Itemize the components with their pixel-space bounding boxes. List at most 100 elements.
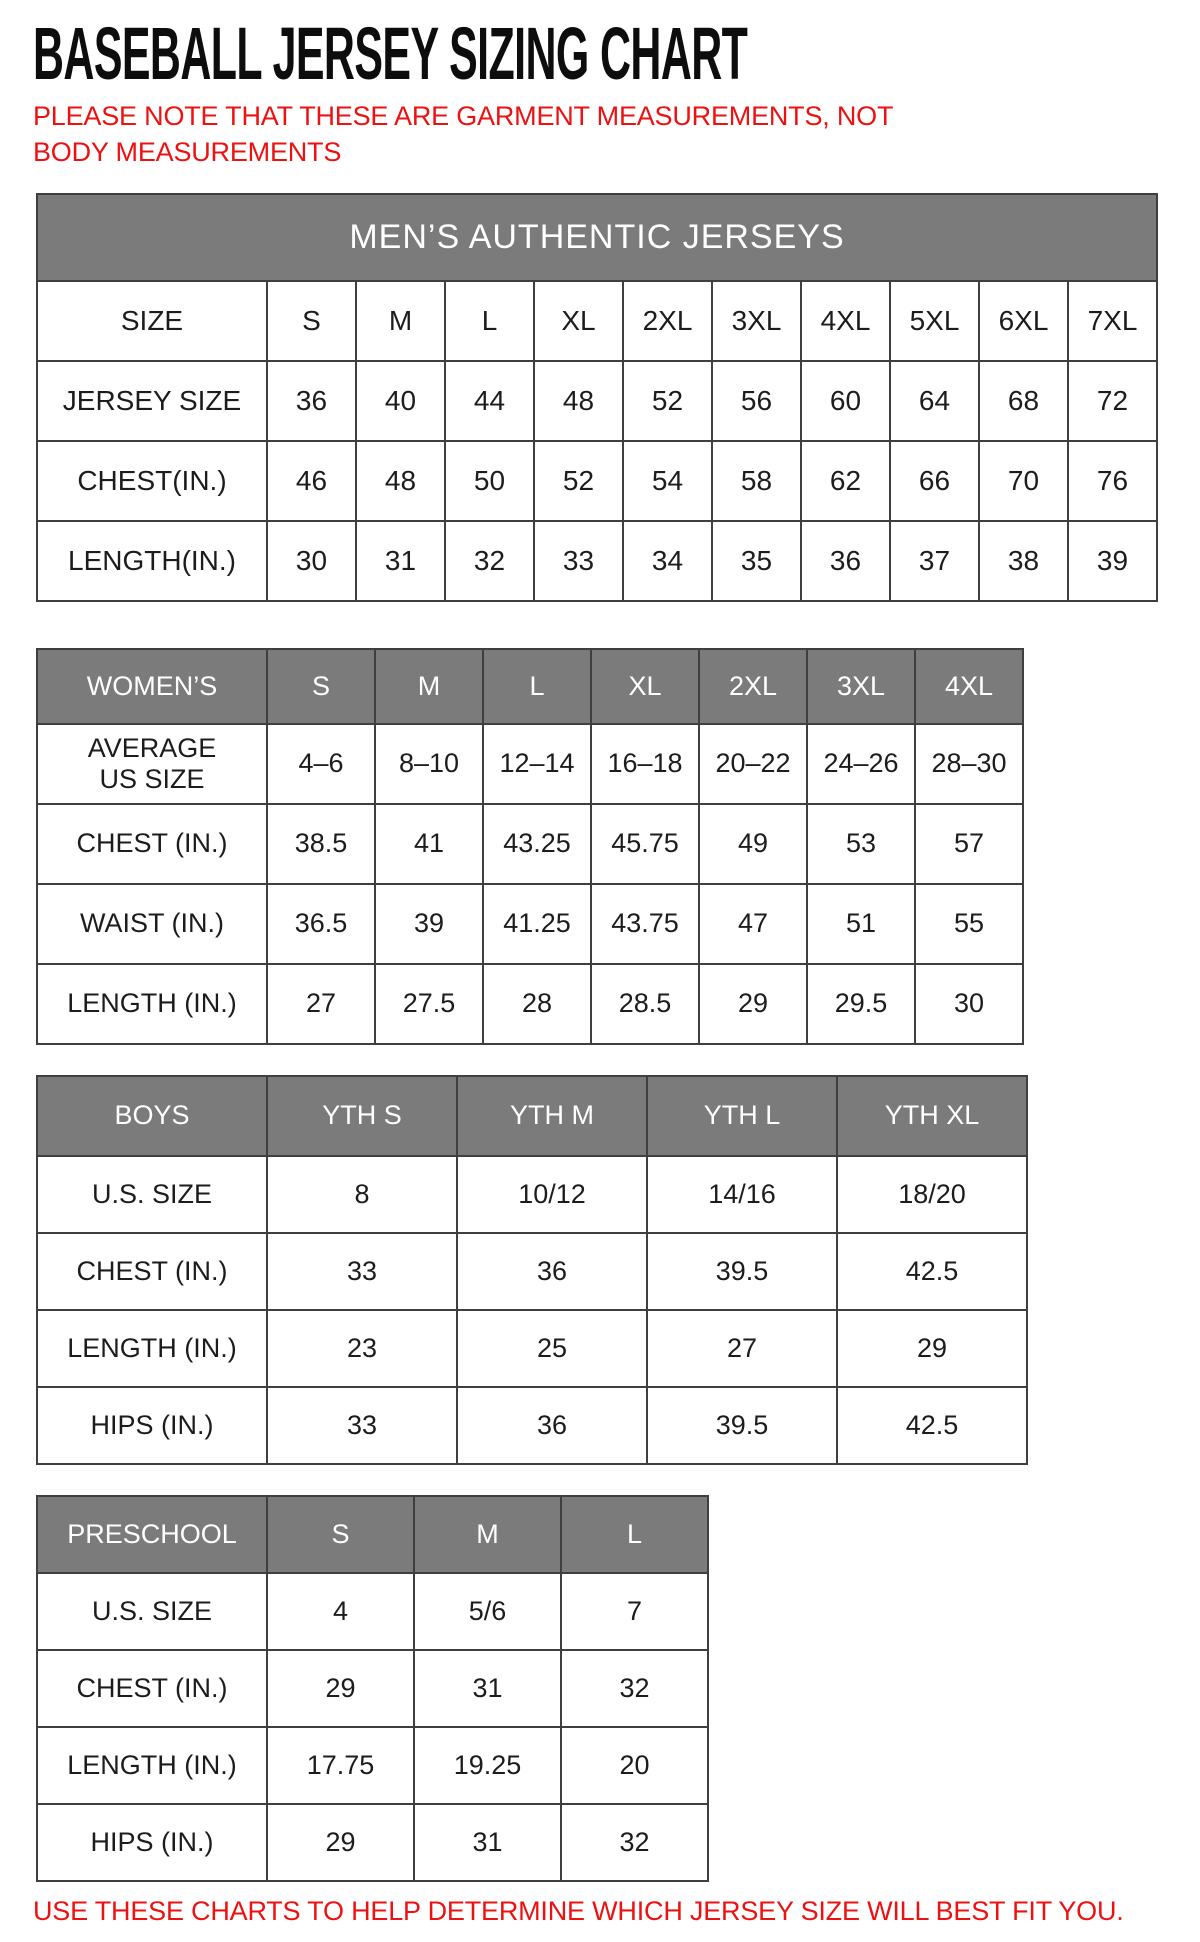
- boys-data-cell: 23: [266, 1309, 458, 1388]
- preschool-data-cell: 29: [266, 1649, 415, 1728]
- womens-data-cell: 57: [914, 803, 1024, 885]
- mens-data-cell: 70: [978, 440, 1069, 522]
- preschool-row-label: LENGTH (IN.): [36, 1726, 268, 1805]
- mens-data-cell: 38: [978, 520, 1069, 602]
- boys-column-header: YTH XL: [836, 1075, 1028, 1157]
- mens-data-cell: 37: [889, 520, 980, 602]
- womens-data-cell: 16–18: [590, 723, 700, 805]
- womens-data-cell: 28.5: [590, 963, 700, 1045]
- womens-row-label: CHEST (IN.): [36, 803, 268, 885]
- mens-column-header: 3XL: [711, 280, 802, 362]
- boys-data-cell: 36: [456, 1386, 648, 1465]
- womens-data-cell: 43.25: [482, 803, 592, 885]
- preschool-data-cell: 29: [266, 1803, 415, 1882]
- preschool-data-row: U.S. SIZE 4 5/6 7: [36, 1572, 709, 1651]
- womens-data-row: WAIST (IN.) 36.5 39 41.25 43.75 47 51 55: [36, 883, 1024, 965]
- boys-data-cell: 42.5: [836, 1386, 1028, 1465]
- mens-row-label: LENGTH(IN.): [36, 520, 268, 602]
- mens-table-title: SIZE: [36, 280, 268, 362]
- mens-data-cell: 48: [533, 360, 624, 442]
- boys-data-cell: 36: [456, 1232, 648, 1311]
- mens-data-cell: 56: [711, 360, 802, 442]
- preschool-data-cell: 32: [560, 1649, 709, 1728]
- mens-data-cell: 58: [711, 440, 802, 522]
- boys-data-row: CHEST (IN.) 33 36 39.5 42.5: [36, 1232, 1028, 1311]
- womens-row-label: WAIST (IN.): [36, 883, 268, 965]
- mens-data-cell: 68: [978, 360, 1069, 442]
- mens-column-header: 5XL: [889, 280, 980, 362]
- boys-sizing-table: BOYS YTH S YTH M YTH L YTH XL U.S. SIZE 8 10/12…: [36, 1075, 1028, 1465]
- preschool-data-row: HIPS (IN.) 29 31 32: [36, 1803, 709, 1882]
- mens-row-label: CHEST(IN.): [36, 440, 268, 522]
- preschool-data-cell: 17.75: [266, 1726, 415, 1805]
- womens-data-cell: 51: [806, 883, 916, 965]
- mens-data-row: CHEST(IN.) 46 48 50 52 54 58 62 66 70 76: [36, 440, 1158, 522]
- mens-data-cell: 30: [266, 520, 357, 602]
- mens-data-cell: 33: [533, 520, 624, 602]
- mens-data-cell: 34: [622, 520, 713, 602]
- mens-data-cell: 64: [889, 360, 980, 442]
- mens-data-cell: 44: [444, 360, 535, 442]
- womens-data-cell: 8–10: [374, 723, 484, 805]
- mens-data-cell: 52: [622, 360, 713, 442]
- preschool-header-row: PRESCHOOL S M L: [36, 1495, 709, 1574]
- mens-data-cell: 39: [1067, 520, 1158, 602]
- mens-data-cell: 31: [355, 520, 446, 602]
- mens-column-header: 4XL: [800, 280, 891, 362]
- womens-data-cell: 53: [806, 803, 916, 885]
- boys-data-cell: 39.5: [646, 1232, 838, 1311]
- womens-column-header: M: [374, 648, 484, 725]
- mens-column-header: L: [444, 280, 535, 362]
- preschool-column-header: S: [266, 1495, 415, 1574]
- womens-column-header: 3XL: [806, 648, 916, 725]
- mens-data-cell: 62: [800, 440, 891, 522]
- mens-data-cell: 54: [622, 440, 713, 522]
- mens-data-cell: 76: [1067, 440, 1158, 522]
- garment-measurement-note: PLEASE NOTE THAT THESE ARE GARMENT MEASU…: [33, 101, 893, 167]
- mens-data-cell: 50: [444, 440, 535, 522]
- mens-data-cell: 48: [355, 440, 446, 522]
- mens-data-cell: 36: [800, 520, 891, 602]
- boys-table-title: BOYS: [36, 1075, 268, 1157]
- mens-data-row: LENGTH(IN.) 30 31 32 33 34 35 36 37 38 39: [36, 520, 1158, 602]
- boys-data-cell: 42.5: [836, 1232, 1028, 1311]
- womens-data-cell: 28: [482, 963, 592, 1045]
- mens-column-header: M: [355, 280, 446, 362]
- boys-data-cell: 8: [266, 1155, 458, 1234]
- boys-data-cell: 33: [266, 1232, 458, 1311]
- womens-data-cell: 36.5: [266, 883, 376, 965]
- preschool-column-header: M: [413, 1495, 562, 1574]
- boys-row-label: CHEST (IN.): [36, 1232, 268, 1311]
- boys-data-cell: 25: [456, 1309, 648, 1388]
- womens-data-cell: 47: [698, 883, 808, 965]
- preschool-data-cell: 31: [413, 1803, 562, 1882]
- mens-data-row: JERSEY SIZE 36 40 44 48 52 56 60 64 68 72: [36, 360, 1158, 442]
- preschool-row-label: U.S. SIZE: [36, 1572, 268, 1651]
- mens-data-cell: 66: [889, 440, 980, 522]
- mens-data-cell: 36: [266, 360, 357, 442]
- boys-row-label: HIPS (IN.): [36, 1386, 268, 1465]
- womens-row-label: LENGTH (IN.): [36, 963, 268, 1045]
- boys-data-cell: 39.5: [646, 1386, 838, 1465]
- preschool-data-cell: 7: [560, 1572, 709, 1651]
- womens-data-cell: 45.75: [590, 803, 700, 885]
- preschool-data-cell: 4: [266, 1572, 415, 1651]
- womens-column-header: XL: [590, 648, 700, 725]
- preschool-data-row: LENGTH (IN.) 17.75 19.25 20: [36, 1726, 709, 1805]
- mens-column-header: 2XL: [622, 280, 713, 362]
- boys-column-header: YTH L: [646, 1075, 838, 1157]
- mens-header-row: SIZE S M L XL 2XL 3XL 4XL 5XL 6XL 7XL: [36, 280, 1158, 362]
- mens-column-header: 6XL: [978, 280, 1069, 362]
- mens-authentic-jerseys-table: MEN’S AUTHENTIC JERSEYS SIZE S M L XL 2XL 3XL 4X…: [36, 193, 1158, 602]
- mens-data-cell: 72: [1067, 360, 1158, 442]
- mens-data-cell: 32: [444, 520, 535, 602]
- womens-data-cell: 29: [698, 963, 808, 1045]
- womens-data-cell: 29.5: [806, 963, 916, 1045]
- fit-advice-note: USE THESE CHARTS TO HELP DETERMINE WHICH…: [33, 1896, 1124, 1926]
- boys-data-cell: 10/12: [456, 1155, 648, 1234]
- womens-data-cell: 12–14: [482, 723, 592, 805]
- mens-column-header: 7XL: [1067, 280, 1158, 362]
- womens-header-row: WOMEN’S S M L XL 2XL 3XL 4XL: [36, 648, 1024, 725]
- mens-data-cell: 40: [355, 360, 446, 442]
- boys-data-row: LENGTH (IN.) 23 25 27 29: [36, 1309, 1028, 1388]
